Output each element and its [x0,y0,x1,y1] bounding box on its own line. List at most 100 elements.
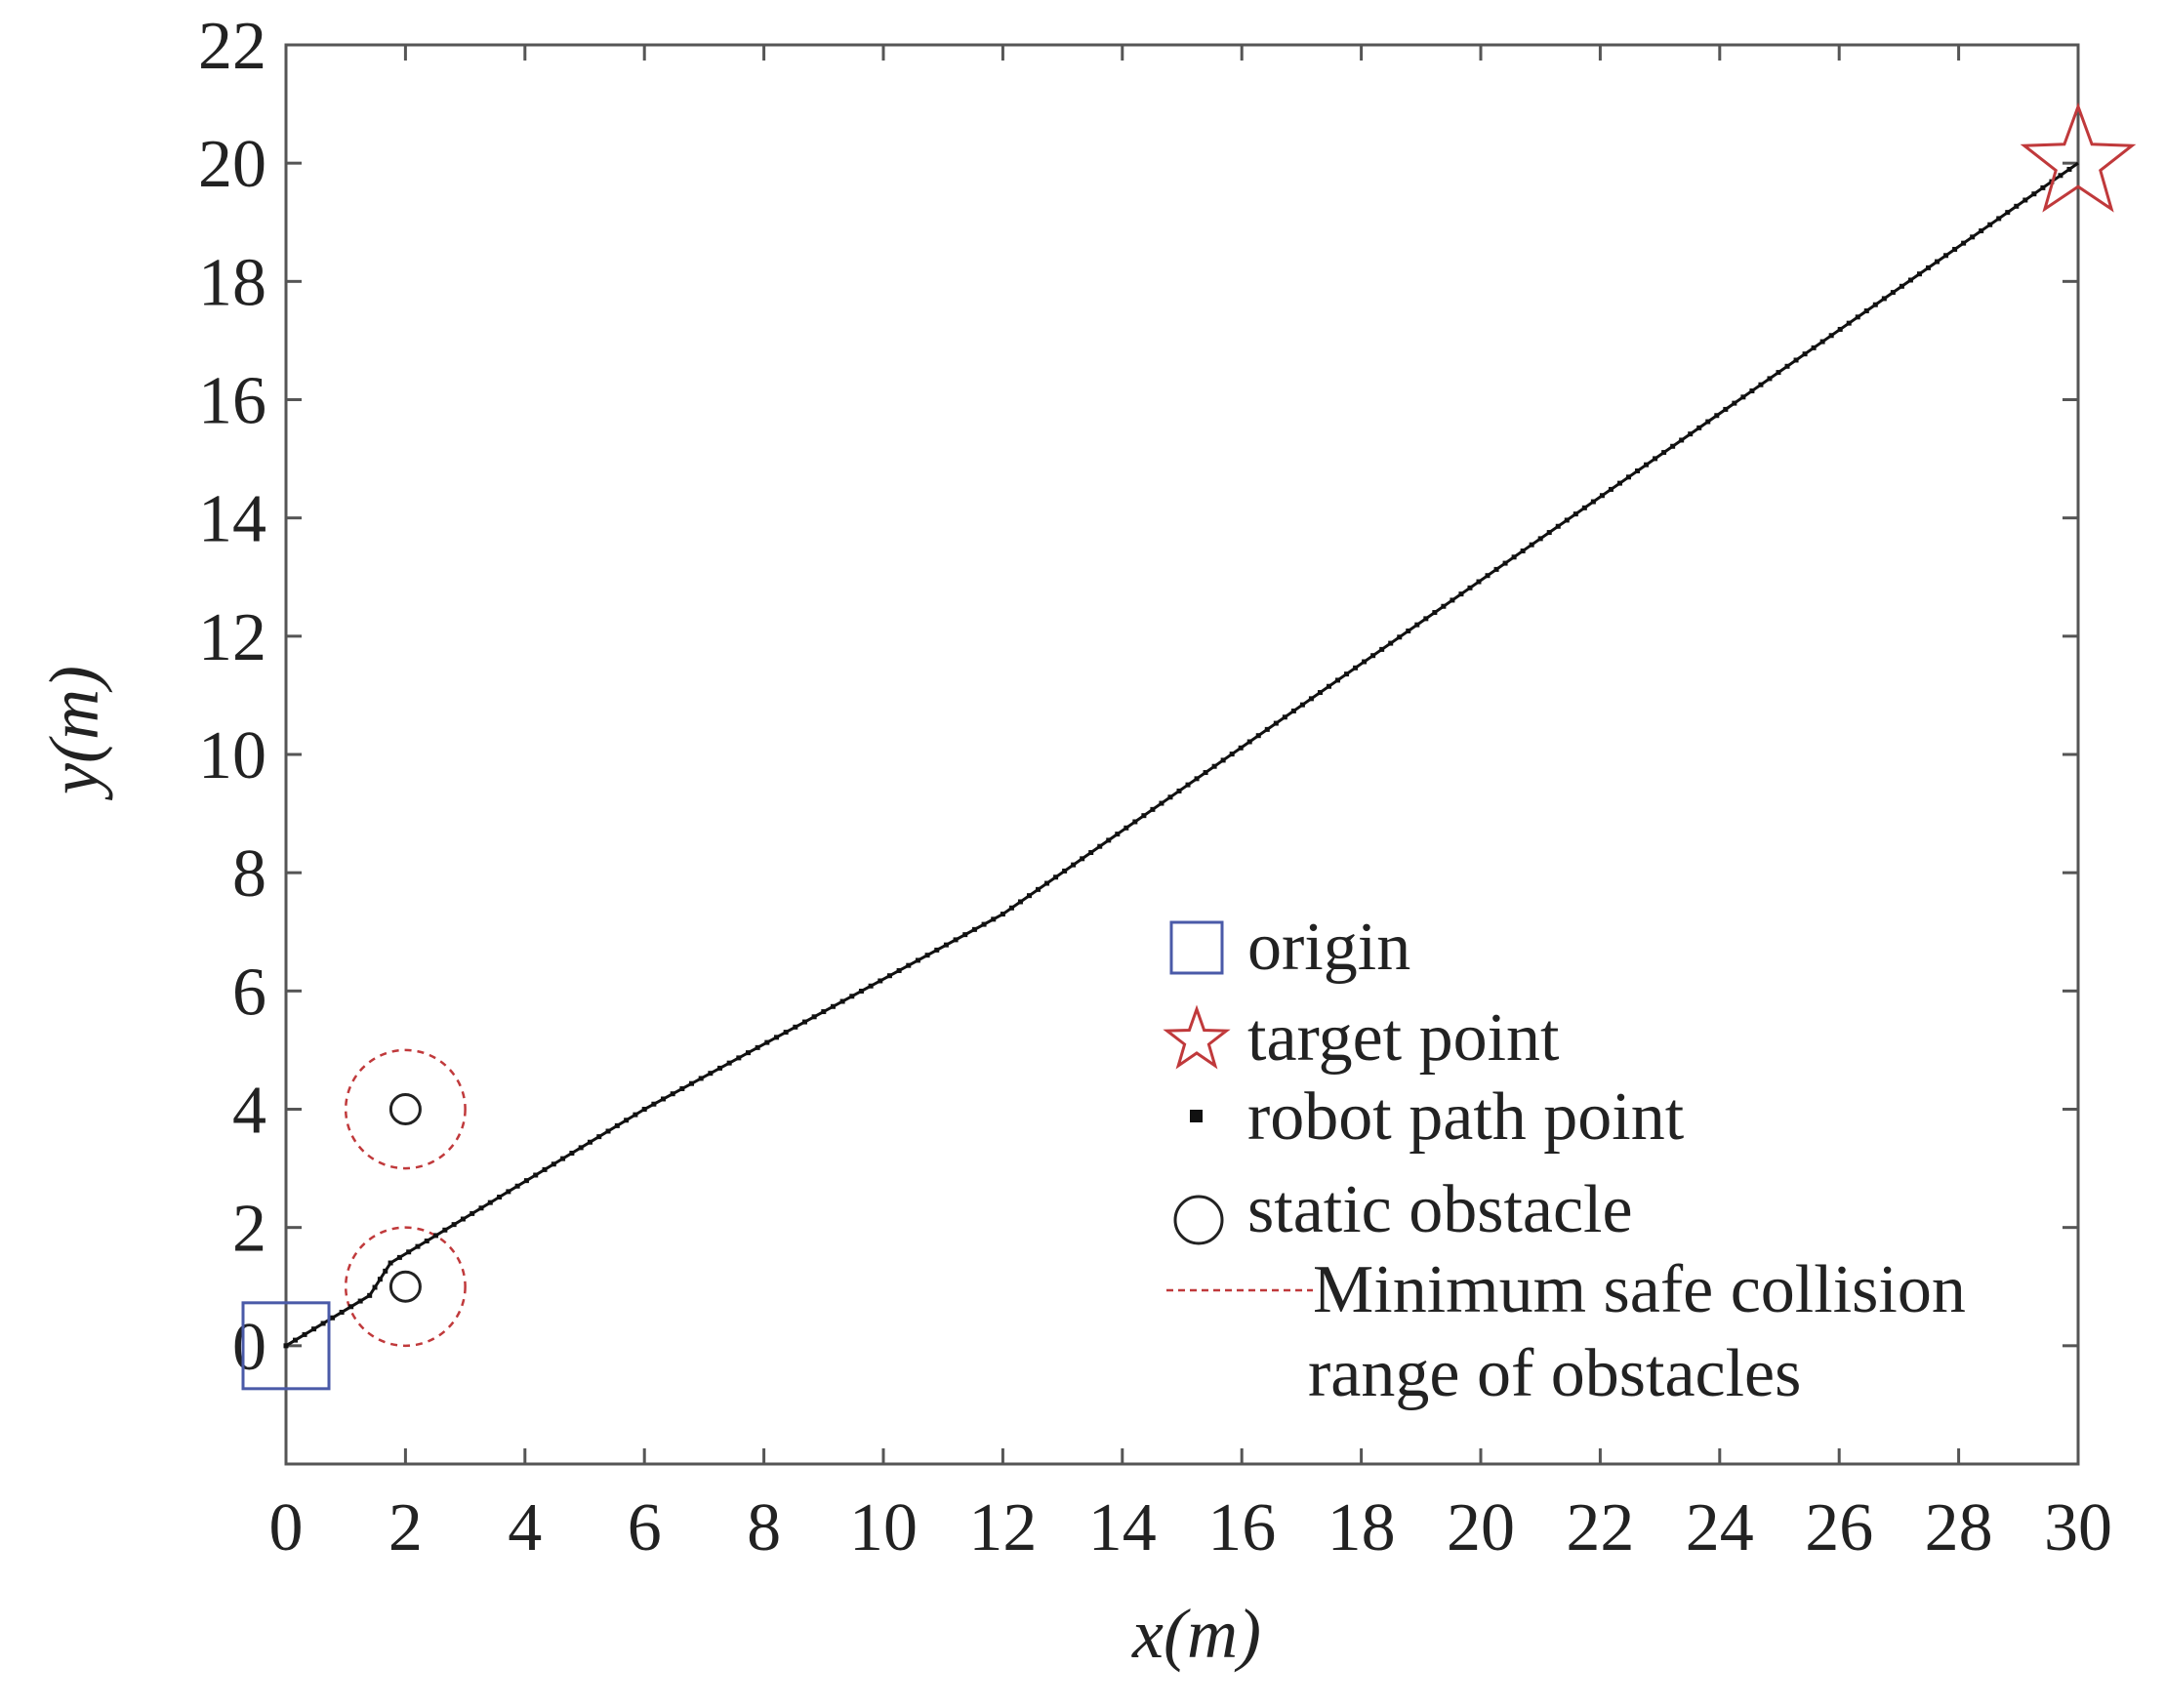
robot-path-point [578,1145,584,1151]
robot-path-point [1855,314,1860,320]
y-tick-label: 20 [198,127,266,202]
robot-path-point [773,1035,779,1040]
obstacles-group [344,1048,467,1348]
robot-path-point [1335,677,1341,683]
robot-path-point [1044,880,1050,886]
robot-path-point [311,1326,317,1332]
y-tick-label: 0 [232,1310,266,1385]
robot-path-point [377,1277,383,1282]
obstacle-safe-range [344,1048,467,1170]
robot-path-point [1529,542,1534,548]
robot-path-point [1987,222,1993,227]
robot-path-point [1273,720,1279,726]
robot-path-point [953,937,959,943]
robot-path-point [1406,628,1411,633]
robot-path-point [2040,184,2046,190]
robot-path-point [1220,757,1226,763]
robot-path-point [1520,548,1526,553]
robot-path-point [1670,443,1676,449]
robot-path-point [1185,782,1191,788]
robot-path-point [533,1172,539,1178]
robot-path-point [1784,363,1790,369]
robot-path-point [943,942,949,948]
x-tick-label: 22 [1566,1490,1634,1566]
robot-path-point [614,1122,620,1128]
robot-path-point [1282,714,1287,720]
robot-path-point [293,1337,299,1343]
x-tick-label: 8 [747,1490,781,1566]
robot-path-point [1097,843,1103,849]
robot-path-point [830,1003,836,1009]
robot-path-point [962,932,968,938]
robot-path-point [1088,850,1094,856]
y-tick-label: 22 [198,9,266,84]
legend-obstacle-icon [1173,1195,1224,1245]
robot-path-point [670,1091,675,1097]
legend-path-icon [1190,1110,1203,1122]
robot-path-point [1573,511,1578,517]
robot-path-point [1961,240,1967,246]
robot-path-point [1423,616,1429,622]
robot-path-point [849,994,855,999]
robot-path-point [1564,517,1570,523]
robot-path-point [1837,326,1843,332]
robot-path-point [1793,357,1799,363]
robot-path-point [1238,745,1244,751]
legend-safe-range-label-line2: range of obstacles [1308,1336,1801,1411]
robot-path-point [1414,622,1420,628]
robot-path-point [1767,376,1773,382]
robot-path-point [1740,394,1746,400]
robot-path-point [981,921,987,927]
robot-path-point [1943,253,1949,259]
robot-path-point [1211,763,1217,769]
robot-path-point [424,1239,429,1244]
y-tick-label: 14 [198,482,266,557]
robot-path-point [1458,591,1464,597]
robot-path-point [1907,277,1913,283]
robot-path-point [1863,308,1869,314]
robot-path-point [1970,234,1976,240]
robot-path-point [1555,523,1561,529]
robot-path-point [868,983,874,989]
robot-path-point [478,1205,484,1211]
robot-path-point [971,926,977,932]
robot-path-point [330,1315,336,1321]
robot-path-point [1537,536,1543,542]
x-tick-label: 12 [968,1490,1037,1566]
robot-path-point [1229,752,1235,757]
robot-path-point [1546,530,1552,536]
robot-path-point [934,947,940,953]
robot-path-point [348,1304,354,1310]
robot-path-point [1635,468,1641,473]
obstacle-safe-range [344,1226,467,1348]
robot-path-point [605,1128,611,1134]
robot-path-point [1026,893,1032,899]
robot-path-point [1952,246,1958,252]
robot-path-point [1696,425,1702,430]
robot-path-point [1246,739,1252,745]
static-obstacle [388,1093,422,1125]
robot-path-point [1819,339,1825,345]
robot-path-point [1115,832,1121,837]
robot-path-point [1123,825,1129,831]
x-tick-label: 24 [1686,1490,1754,1566]
robot-path-point [651,1101,657,1107]
robot-path-point [811,1014,817,1020]
robot-path-point [1264,726,1270,732]
robot-path-point [587,1139,592,1145]
x-tick-label: 20 [1447,1490,1515,1566]
x-tick-label: 0 [269,1490,304,1566]
robot-path-point [1141,813,1147,819]
robot-path-point [1290,708,1296,713]
robot-path-point [442,1227,448,1233]
robot-path-point [1467,585,1473,590]
robot-path-point [1370,653,1376,659]
robot-path-point [1036,886,1042,892]
y-tick-label: 6 [232,955,266,1030]
x-tick-label: 10 [849,1490,918,1566]
robot-path-point [1802,351,1808,357]
robot-path-point [542,1166,548,1172]
robot-path-point [1432,610,1438,616]
robot-path-point [1599,493,1605,499]
legend: origin target point robot path point sta… [1163,910,1966,1411]
